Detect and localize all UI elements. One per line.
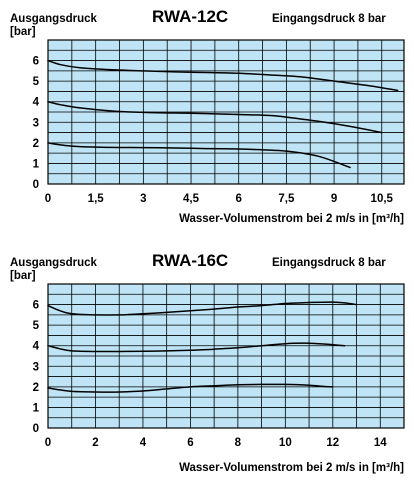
x-tick-label: 2 [92, 437, 98, 449]
x-tick-label: 7,5 [278, 193, 295, 205]
y-tick-label: 1 [33, 158, 40, 170]
y-axis-unit: [bar] [10, 270, 36, 282]
y-tick-label: 0 [33, 423, 39, 435]
x-tick-label: 6 [187, 437, 193, 449]
series-line [47, 301, 358, 316]
x-axis-title: Wasser-Volumenstrom bei 2 m/s in [m³/h] [179, 462, 404, 474]
y-tick-label: 1 [33, 402, 40, 414]
plot-frame [47, 39, 405, 185]
series-line [47, 342, 346, 353]
x-tick-label: 9 [331, 193, 337, 205]
y-axis-unit: [bar] [10, 26, 36, 38]
chart-title: RWA-16C [152, 251, 228, 270]
y-tick-label: 4 [33, 97, 40, 109]
y-tick-label: 3 [33, 117, 39, 129]
y-axis-title: Ausgangsdruck [10, 257, 98, 269]
series-line [47, 383, 334, 393]
x-tick-label: 12 [326, 437, 339, 449]
x-tick-label: 4 [140, 437, 147, 449]
plot-frame [47, 283, 405, 429]
y-tick-label: 4 [33, 341, 40, 353]
series-line [47, 142, 351, 169]
y-tick-label: 2 [33, 138, 39, 150]
x-tick-label: 10,5 [371, 193, 394, 205]
x-tick-label: 6 [236, 193, 242, 205]
x-tick-label: 1,5 [88, 193, 105, 205]
y-tick-label: 0 [33, 179, 39, 191]
inlet-pressure-note: Eingangsdruck 8 bar [272, 13, 386, 25]
x-tick-label: 8 [235, 437, 242, 449]
chart-title: RWA-12C [152, 7, 228, 26]
y-tick-label: 5 [33, 320, 40, 332]
x-axis-title: Wasser-Volumenstrom bei 2 m/s in [m³/h] [179, 213, 404, 225]
series-line [47, 100, 383, 134]
chart-rwa-16c: Ausgangsdruck [bar] RWA-16C Eingangsdruc… [10, 251, 405, 474]
y-tick-label: 6 [33, 56, 39, 68]
chart-rwa-12c: Ausgangsdruck [bar] RWA-12C Eingangsdruc… [10, 7, 405, 225]
inlet-pressure-note: Eingangsdruck 8 bar [272, 257, 386, 269]
y-tick-label: 5 [33, 76, 40, 88]
x-tick-label: 4,5 [183, 193, 200, 205]
y-tick-label: 6 [33, 300, 39, 312]
x-tick-label: 0 [45, 193, 51, 205]
series-line [47, 59, 399, 92]
plot-area: 0 1 2 3 4 5 6 0 1,5 3 4,5 6 7,5 9 10,5 [33, 39, 405, 205]
y-axis-title: Ausgangsdruck [10, 13, 98, 25]
x-tick-label: 3 [140, 193, 146, 205]
y-tick-label: 3 [33, 361, 39, 373]
x-tick-label: 0 [45, 437, 51, 449]
x-tick-label: 10 [279, 437, 292, 449]
y-tick-label: 2 [33, 382, 39, 394]
x-tick-label: 14 [374, 437, 387, 449]
